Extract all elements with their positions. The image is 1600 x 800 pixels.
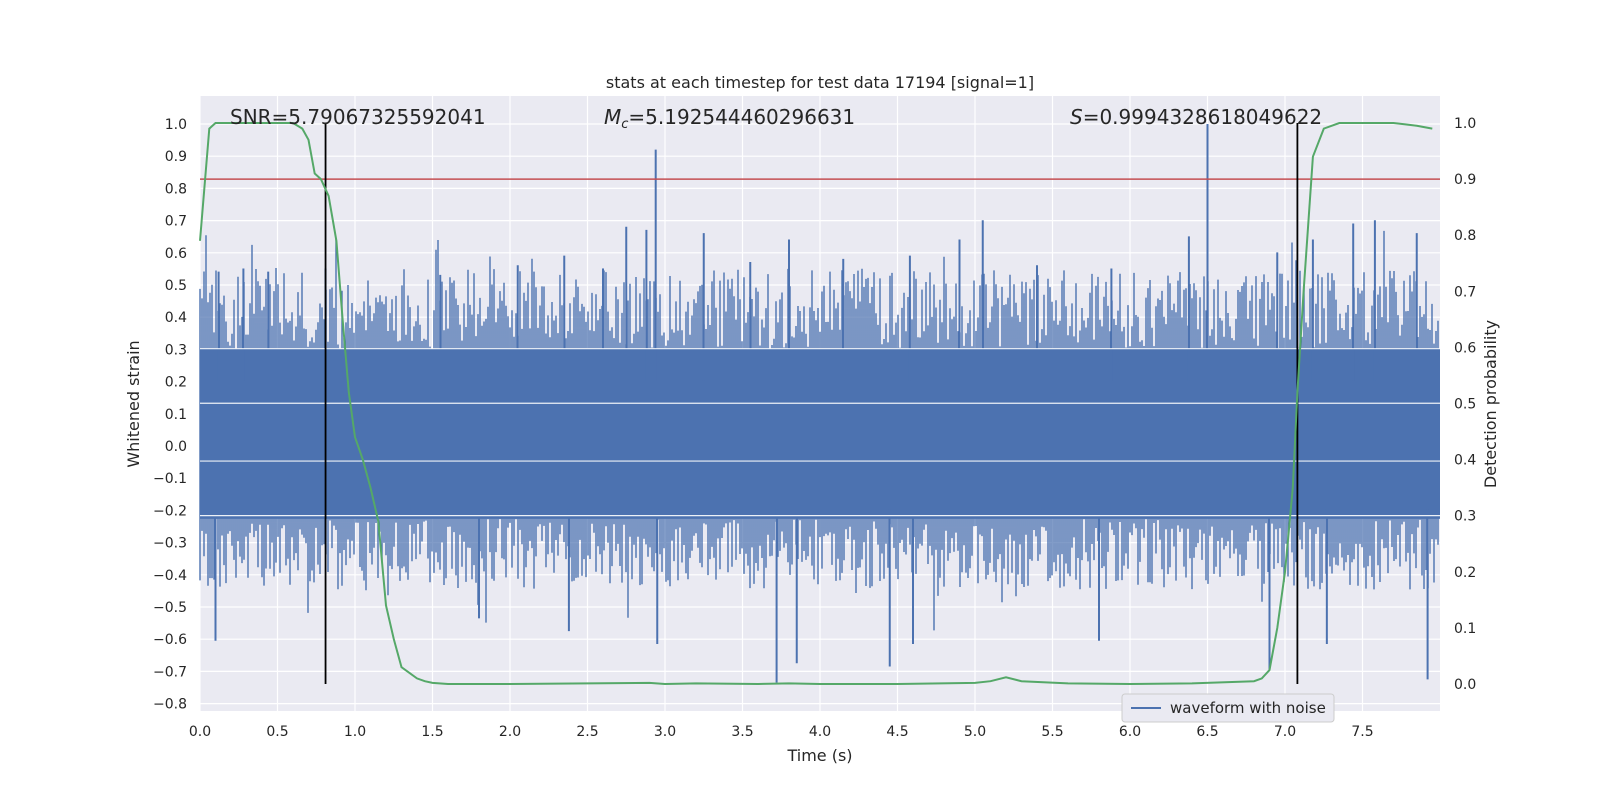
- y-axis-label: Whitened strain: [124, 340, 143, 467]
- x-tick-label: 6.0: [1119, 724, 1141, 740]
- y2-tick-label: 0.8: [1454, 228, 1476, 244]
- chirp-mass-subscript: c: [621, 117, 628, 132]
- y-tick-label: −0.2: [153, 503, 187, 519]
- x-tick-label: 0.5: [266, 724, 288, 740]
- x-tick-label: 1.5: [421, 724, 443, 740]
- statistic-value: =0.9994328618049622: [1083, 105, 1322, 129]
- y-tick-label: −0.8: [153, 697, 187, 713]
- legend-label: waveform with noise: [1170, 699, 1326, 717]
- y-tick-label: 0.7: [165, 214, 187, 230]
- x-axis-label: Time (s): [786, 746, 852, 765]
- y2-tick-label: 0.9: [1454, 172, 1476, 188]
- x-tick-label: 2.5: [576, 724, 598, 740]
- y2-tick-label: 0.2: [1454, 565, 1476, 581]
- waveform-trace: [199, 230, 1439, 631]
- y-tick-label: 0.8: [165, 181, 187, 197]
- y-tick-label: 0.4: [165, 310, 187, 326]
- y-tick-label: 0.5: [165, 278, 187, 294]
- y2-tick-label: 0.1: [1454, 621, 1476, 637]
- y2-tick-label: 0.0: [1454, 677, 1476, 693]
- chart-title: stats at each timestep for test data 171…: [606, 73, 1034, 92]
- y-tick-label: −0.1: [153, 471, 187, 487]
- x-tick-label: 3.0: [654, 724, 676, 740]
- chirp-mass-annotation: Mc=5.192544460296631: [604, 105, 855, 132]
- y2-tick-labels: 1.0 0.9 0.8 0.7 0.6 0.5 0.4 0.3 0.2 0.1 0.0: [1454, 116, 1476, 693]
- y-tick-label: −0.6: [153, 632, 187, 648]
- y2-tick-label: 0.4: [1454, 453, 1476, 469]
- y-tick-label: 0.3: [165, 342, 187, 358]
- legend: waveform with noise: [1121, 693, 1335, 723]
- x-tick-label: 3.5: [731, 724, 753, 740]
- y-tick-label: 0.1: [165, 407, 187, 423]
- statistic-annotation: S=0.9994328618049622: [1070, 105, 1322, 129]
- x-tick-labels: 0.0 0.5 1.0 1.5 2.0 2.5 3.0 3.5 4.0 4.5 5.0 5.5 6.0 6…: [189, 724, 1374, 740]
- y-tick-label: −0.7: [153, 664, 187, 680]
- snr-annotation: SNR=5.79067325592041: [230, 105, 486, 129]
- y-tick-label: −0.3: [153, 536, 187, 552]
- y-tick-label: −0.5: [153, 600, 187, 616]
- x-tick-label: 2.0: [499, 724, 521, 740]
- y-tick-label: 0.0: [165, 439, 187, 455]
- y2-tick-label: 0.3: [1454, 509, 1476, 525]
- chirp-mass-value: =5.192544460296631: [628, 105, 855, 129]
- x-tick-label: 5.0: [964, 724, 986, 740]
- detection-probability-line: [199, 122, 1433, 686]
- y2-tick-label: 0.7: [1454, 284, 1476, 300]
- statistic-symbol: S: [1070, 105, 1083, 129]
- x-tick-label: 0.0: [189, 724, 211, 740]
- x-tick-label: 7.5: [1351, 724, 1373, 740]
- x-tick-label: 6.5: [1196, 724, 1218, 740]
- x-tick-label: 5.5: [1041, 724, 1063, 740]
- x-tick-label: 4.0: [809, 724, 831, 740]
- x-tick-label: 4.5: [886, 724, 908, 740]
- y2-tick-label: 0.5: [1454, 397, 1476, 413]
- y2-axis-label: Detection probability: [1481, 320, 1500, 488]
- y-tick-label: 0.2: [165, 375, 187, 391]
- chirp-mass-symbol: M: [604, 105, 621, 129]
- x-tick-label: 7.0: [1274, 724, 1296, 740]
- y-tick-label: 0.6: [165, 246, 187, 262]
- y-tick-label: −0.4: [153, 568, 187, 584]
- waveform-series: [199, 124, 1440, 683]
- y-tick-label: 1.0: [165, 117, 187, 133]
- x-tick-label: 1.0: [344, 724, 366, 740]
- y-tick-labels: 1.0 0.9 0.8 0.7 0.6 0.5 0.4 0.3 0.2 0.1 0.0 −0.1 −0.…: [153, 117, 187, 713]
- y-tick-label: 0.9: [165, 149, 187, 165]
- y2-tick-label: 1.0: [1454, 116, 1476, 132]
- probability-series: [199, 122, 1433, 686]
- y2-tick-label: 0.6: [1454, 340, 1476, 356]
